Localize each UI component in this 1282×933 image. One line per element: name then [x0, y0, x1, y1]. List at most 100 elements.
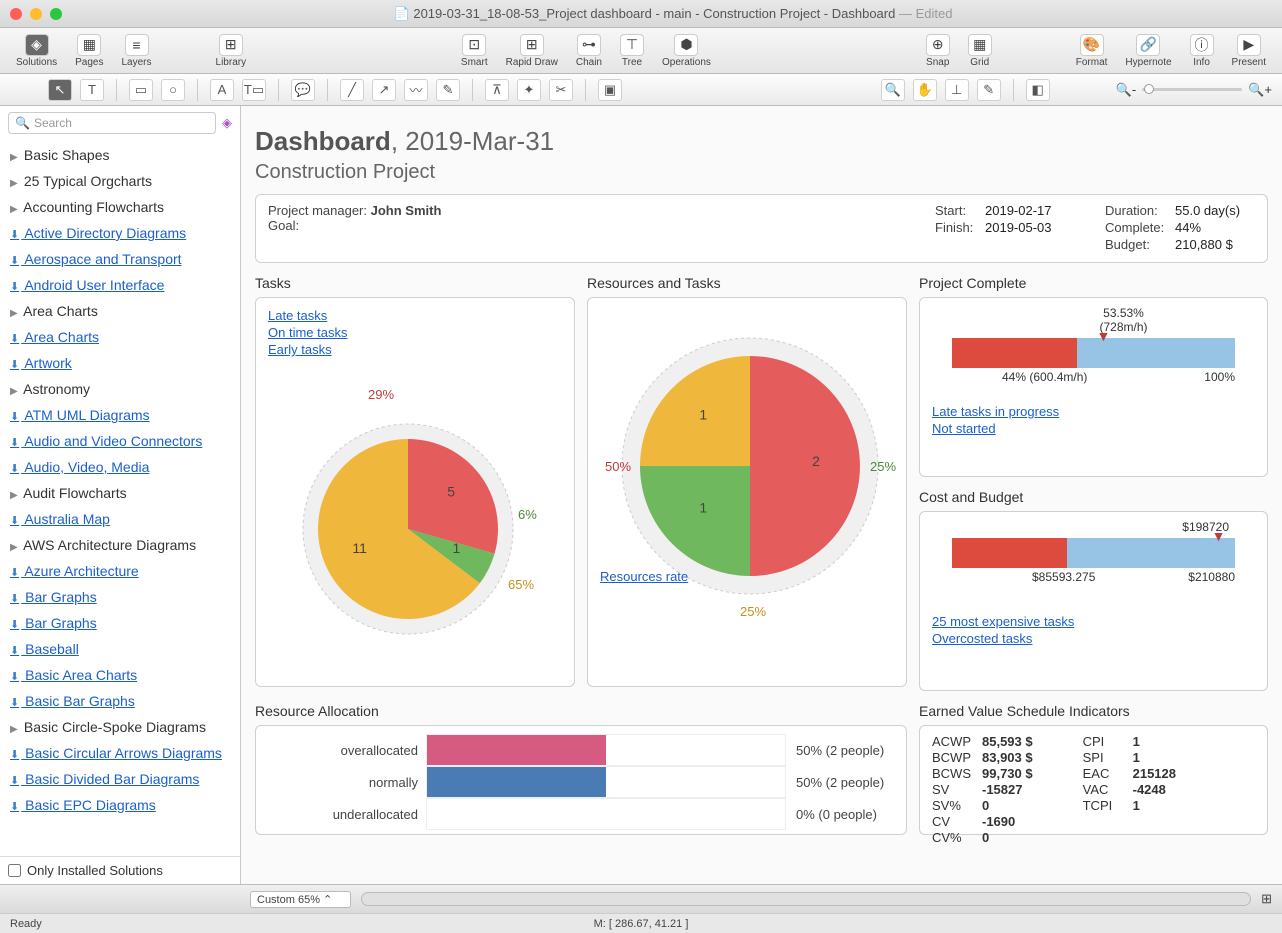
library-item[interactable]: ⬇ Audio and Video Connectors: [8, 428, 232, 454]
pointer-tool[interactable]: ↖: [48, 79, 72, 101]
tasks-panel: Late tasks On time tasks Early tasks 529…: [255, 297, 575, 687]
svg-text:2: 2: [812, 453, 820, 469]
present-button[interactable]: ▶Present: [1224, 32, 1274, 70]
scissors-tool[interactable]: ✂: [549, 79, 573, 101]
format-button[interactable]: 🎨Format: [1068, 32, 1116, 70]
smart-button[interactable]: ⊡Smart: [453, 32, 496, 70]
ontime-tasks-link[interactable]: On time tasks: [268, 325, 562, 340]
rect-tool[interactable]: ▭: [129, 79, 153, 101]
dashboard-title: Dashboard, 2019-Mar-31: [255, 126, 1268, 157]
anchor-tool[interactable]: ✦: [517, 79, 541, 101]
library-item[interactable]: ⬇ Area Charts: [8, 324, 232, 350]
library-item[interactable]: ⬇ Bar Graphs: [8, 584, 232, 610]
zoom-icon[interactable]: [50, 8, 62, 20]
earned-title: Earned Value Schedule Indicators: [919, 703, 1268, 719]
resources-rate-link[interactable]: Resources rate: [600, 569, 688, 584]
library-button[interactable]: ⊞Library: [208, 32, 255, 70]
text-tool[interactable]: T: [80, 79, 104, 101]
line-tool[interactable]: ╱: [340, 79, 364, 101]
search-tool[interactable]: 🔍: [881, 79, 905, 101]
canvas[interactable]: Dashboard, 2019-Mar-31 Construction Proj…: [241, 106, 1282, 884]
library-item[interactable]: ⬇ Android User Interface: [8, 272, 232, 298]
overcosted-link[interactable]: Overcosted tasks: [932, 631, 1255, 646]
library-item[interactable]: ⬇ Bar Graphs: [8, 610, 232, 636]
library-item[interactable]: ⬇ Azure Architecture: [8, 558, 232, 584]
complete-panel: 53.53% (728m/h) ▼ 44% (600.4m/h) 100% La…: [919, 297, 1268, 477]
library-item[interactable]: ⬇ Basic Divided Bar Diagrams: [8, 766, 232, 792]
svg-text:1: 1: [699, 500, 707, 516]
svg-text:6%: 6%: [518, 507, 537, 522]
zoom-select[interactable]: Custom 65% ⌃: [250, 891, 351, 908]
pen-tool[interactable]: ✎: [436, 79, 460, 101]
library-item[interactable]: ⬇ Basic Circular Arrows Diagrams: [8, 740, 232, 766]
fit-icon[interactable]: ⊞: [1261, 891, 1272, 907]
early-tasks-link[interactable]: Early tasks: [268, 342, 562, 357]
svg-text:25%: 25%: [870, 459, 896, 474]
snap-button[interactable]: ⊕Snap: [918, 32, 958, 70]
stamp-tool[interactable]: ⊥: [945, 79, 969, 101]
library-item[interactable]: ▶ AWS Architecture Diagrams: [8, 532, 232, 558]
zoom-out-icon[interactable]: 🔍-: [1116, 82, 1137, 98]
library-item[interactable]: ⬇ ATM UML Diagrams: [8, 402, 232, 428]
dashboard-subtitle: Construction Project: [255, 161, 1268, 184]
library-item[interactable]: ⬇ Artwork: [8, 350, 232, 376]
status-ready: Ready: [10, 918, 42, 930]
pages-button[interactable]: ▦Pages: [67, 32, 111, 70]
library-item[interactable]: ⬇ Aerospace and Transport: [8, 246, 232, 272]
library-item[interactable]: ⬇ Basic EPC Diagrams: [8, 792, 232, 818]
library-item[interactable]: ▶ Basic Circle-Spoke Diagrams: [8, 714, 232, 740]
library-item[interactable]: ▶ Basic Shapes: [8, 142, 232, 168]
ellipse-tool[interactable]: ○: [161, 79, 185, 101]
solutions-button[interactable]: ◈Solutions: [8, 32, 65, 70]
tree-button[interactable]: ⊤Tree: [612, 32, 652, 70]
library-item[interactable]: ▶ Astronomy: [8, 376, 232, 402]
rapid-draw-button[interactable]: ⊞Rapid Draw: [498, 32, 566, 70]
textbox-tool[interactable]: T▭: [242, 79, 266, 101]
library-item[interactable]: ▶ Audit Flowcharts: [8, 480, 232, 506]
tasks-pie-chart: 529%16%1165%: [268, 359, 568, 639]
h-scrollbar[interactable]: [361, 892, 1251, 906]
expensive-tasks-link[interactable]: 25 most expensive tasks: [932, 614, 1255, 629]
not-started-link[interactable]: Not started: [932, 421, 1255, 436]
pan-tool[interactable]: ✋: [913, 79, 937, 101]
style-tool[interactable]: ▣: [598, 79, 622, 101]
eyedropper-tool[interactable]: ✎: [977, 79, 1001, 101]
search-input[interactable]: 🔍 Search: [8, 112, 216, 134]
layers-button[interactable]: ≡Layers: [114, 32, 160, 70]
library-item[interactable]: ⬇ Baseball: [8, 636, 232, 662]
zoom-in-icon[interactable]: 🔍+: [1248, 82, 1272, 98]
library-item[interactable]: ⬇ Audio, Video, Media: [8, 454, 232, 480]
library-item[interactable]: ⬇ Basic Bar Graphs: [8, 688, 232, 714]
svg-text:5: 5: [447, 483, 455, 499]
eraser-tool[interactable]: ◧: [1026, 79, 1050, 101]
arrow-tool[interactable]: ↗: [372, 79, 396, 101]
callout-tool[interactable]: 💬: [291, 79, 315, 101]
library-item[interactable]: ▶ Accounting Flowcharts: [8, 194, 232, 220]
solutions-filter-icon[interactable]: ◈: [222, 115, 232, 131]
library-item[interactable]: ⬇ Australia Map: [8, 506, 232, 532]
zoom-slider[interactable]: 🔍- 🔍+: [1116, 82, 1272, 98]
close-icon[interactable]: [10, 8, 22, 20]
header-panel: Project manager: John Smith Goal: Start:…: [255, 194, 1268, 263]
library-item[interactable]: ▶ Area Charts: [8, 298, 232, 324]
allocation-title: Resource Allocation: [255, 703, 907, 719]
library-item[interactable]: ⬇ Active Directory Diagrams: [8, 220, 232, 246]
late-progress-link[interactable]: Late tasks in progress: [932, 404, 1255, 419]
hypernote-button[interactable]: 🔗Hypernote: [1117, 32, 1179, 70]
svg-text:25%: 25%: [740, 604, 766, 619]
text-shape-tool[interactable]: A: [210, 79, 234, 101]
chain-button[interactable]: ⊶Chain: [568, 32, 610, 70]
curve-tool[interactable]: 〰: [404, 79, 428, 101]
operations-button[interactable]: ⬢Operations: [654, 32, 719, 70]
library-item[interactable]: ▶ 25 Typical Orgcharts: [8, 168, 232, 194]
only-installed-check[interactable]: [8, 864, 21, 877]
late-tasks-link[interactable]: Late tasks: [268, 308, 562, 323]
tasks-title: Tasks: [255, 275, 575, 291]
connect-tool[interactable]: ⊼: [485, 79, 509, 101]
minimize-icon[interactable]: [30, 8, 42, 20]
only-installed-checkbox[interactable]: Only Installed Solutions: [0, 856, 240, 884]
info-button[interactable]: ⓘInfo: [1182, 32, 1222, 70]
grid-button[interactable]: ▦Grid: [960, 32, 1000, 70]
svg-text:65%: 65%: [508, 577, 534, 592]
library-item[interactable]: ⬇ Basic Area Charts: [8, 662, 232, 688]
